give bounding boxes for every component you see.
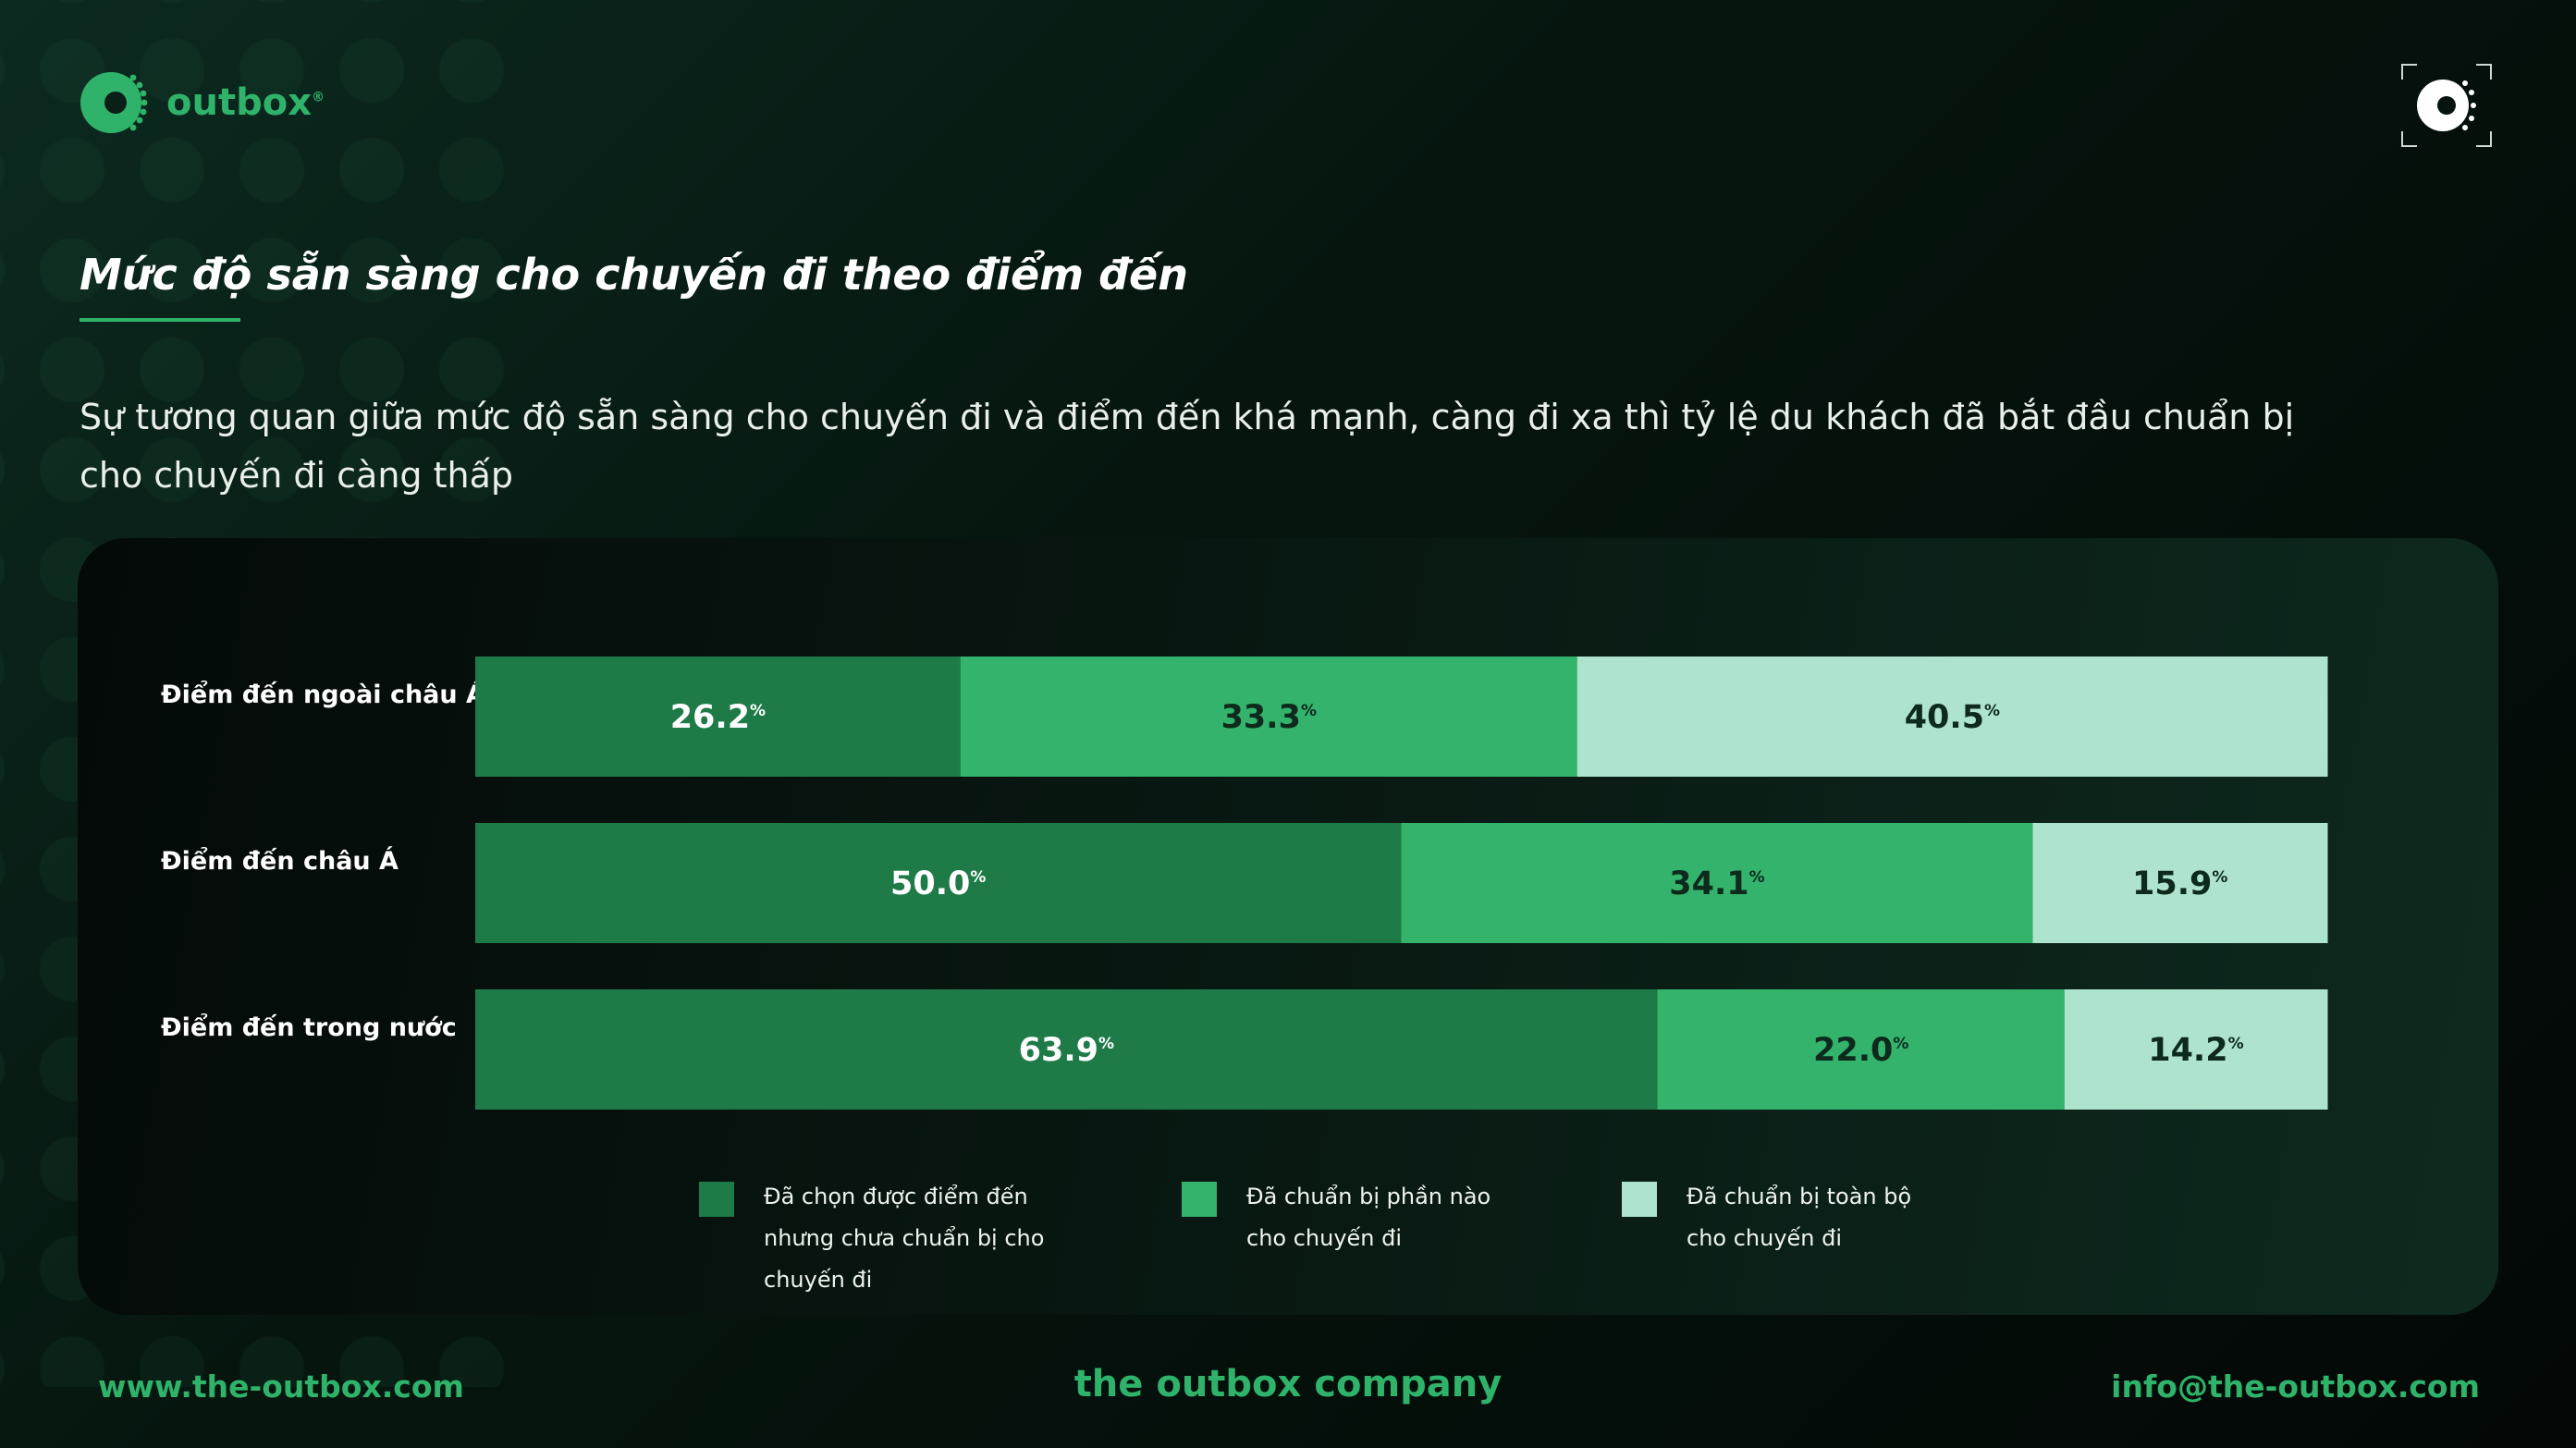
data-label-diem-den-ngoai-chau-a-s3: 40.5% (1905, 699, 2000, 736)
outbox-logo-icon (80, 72, 148, 133)
page-title: Mức độ sẵn sàng cho chuyến đi theo điểm … (80, 250, 1188, 300)
title-underline (80, 318, 240, 322)
legend-swatch-fully-prepared (1622, 1182, 1657, 1217)
data-label-diem-den-chau-a-s1: 50.0% (890, 865, 986, 902)
data-label-diem-den-trong-nuoc-s3: 14.2% (2148, 1032, 2243, 1069)
bar-segment-diem-den-chau-a-s3 (2032, 823, 2328, 943)
data-label-diem-den-ngoai-chau-a-s1: 26.2% (670, 699, 766, 736)
page-subtitle: Sự tương quan giữa mức độ sẵn sàng cho c… (80, 397, 2295, 496)
footer-company-name: the outbox company (1073, 1363, 1503, 1405)
bar-segment-diem-den-chau-a-s2 (1401, 823, 2034, 943)
legend-swatch-partly-prepared (1182, 1182, 1217, 1217)
legend-swatch-not-prepared (699, 1182, 734, 1217)
legend-item-not-prepared: Đã chọn được điểm đến nhưng chưa chuẩn b… (699, 1176, 1097, 1301)
data-label-diem-den-ngoai-chau-a-s2: 33.3% (1221, 699, 1317, 736)
category-label-diem-den-trong-nuoc: Điểm đến trong nước (161, 1012, 457, 1042)
data-label-diem-den-chau-a-s3: 15.9% (2132, 865, 2227, 902)
data-label-diem-den-trong-nuoc-s2: 22.0% (1813, 1032, 1908, 1069)
footer-email-link[interactable]: info@the-outbox.com (2111, 1368, 2480, 1405)
corner-logo-icon (2401, 64, 2492, 147)
bar-segment-diem-den-trong-nuoc-s1 (475, 989, 1659, 1110)
legend-label-fully-prepared: Đã chuẩn bị toàn bộ cho chuyến đi (1687, 1184, 1912, 1251)
bar-segment-diem-den-chau-a-s1 (475, 823, 1402, 943)
brand-wordmark: outbox® (166, 81, 325, 124)
bar-segment-diem-den-ngoai-chau-a-s3 (1576, 657, 2328, 777)
stacked-bar-chart: Điểm đến ngoài châu Á 26.2% 33.3% 40.5% Điểm… (161, 657, 2328, 1110)
brand-logo: outbox® (78, 65, 325, 141)
bar-segment-diem-den-trong-nuoc-s2 (1657, 989, 2066, 1110)
bar-segment-diem-den-trong-nuoc-s3 (2064, 989, 2328, 1110)
data-label-diem-den-trong-nuoc-s1: 63.9% (1019, 1032, 1114, 1069)
category-label-diem-den-chau-a: Điểm đến châu Á (161, 845, 399, 876)
category-label-diem-den-ngoai-chau-a: Điểm đến ngoài châu Á (161, 679, 485, 709)
bar-segment-diem-den-ngoai-chau-a-s1 (475, 657, 962, 777)
bar-segment-diem-den-ngoai-chau-a-s2 (960, 657, 1578, 777)
legend-label-partly-prepared: Đã chuẩn bị phần nào cho chuyến đi (1246, 1184, 1491, 1251)
data-label-diem-den-chau-a-s2: 34.1% (1669, 865, 1764, 902)
legend-label-not-prepared: Đã chọn được điểm đến nhưng chưa chuẩn b… (764, 1184, 1045, 1293)
legend-item-partly-prepared: Đã chuẩn bị phần nào cho chuyến đi (1182, 1176, 1515, 1259)
legend-item-fully-prepared: Đã chuẩn bị toàn bộ cho chuyến đi (1622, 1176, 1955, 1259)
footer-website-link[interactable]: www.the-outbox.com (98, 1368, 464, 1405)
